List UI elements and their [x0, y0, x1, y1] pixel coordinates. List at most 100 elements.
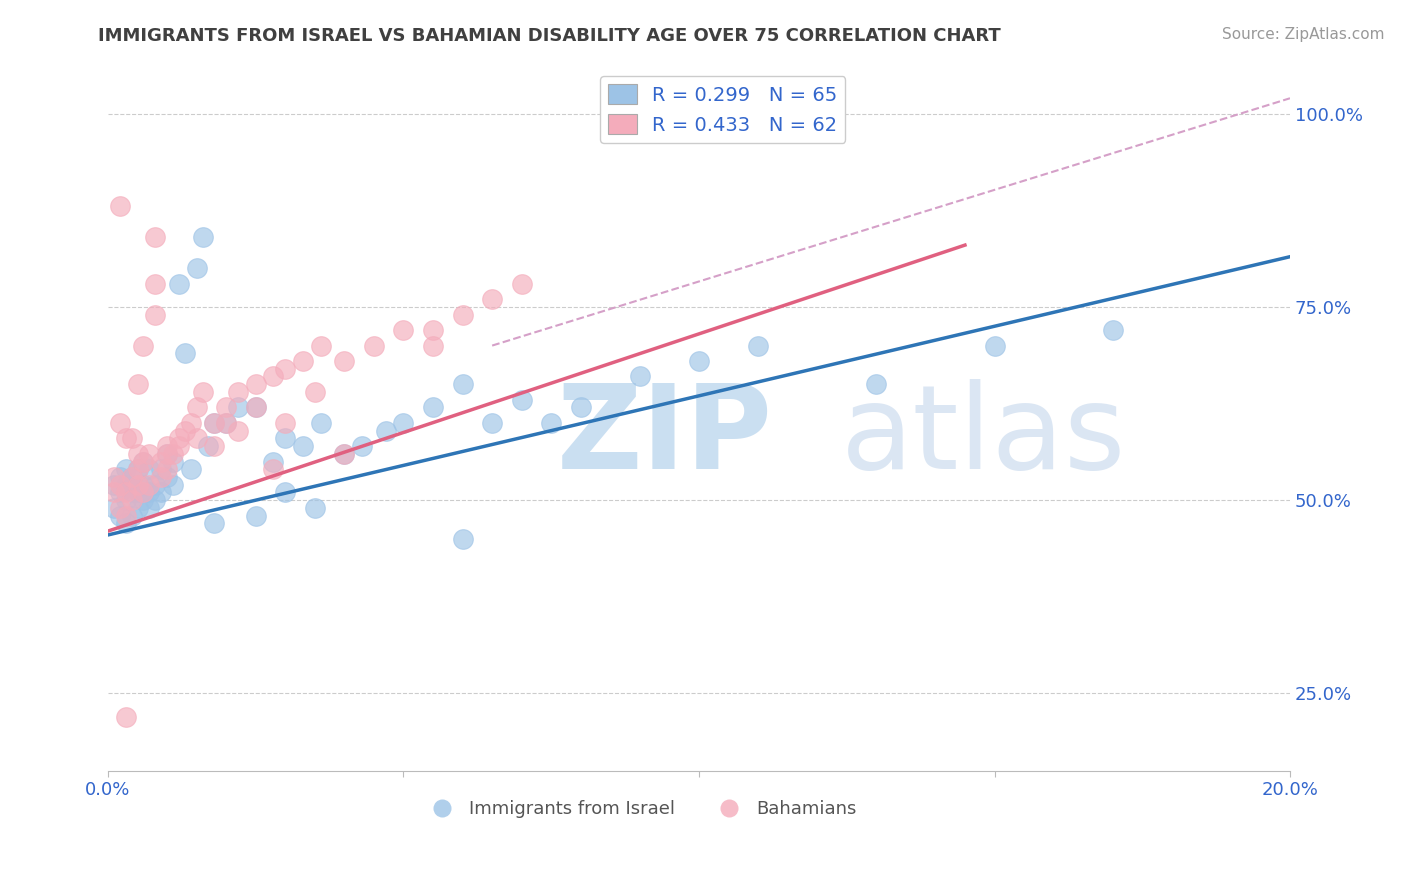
Point — [121, 485, 143, 500]
Point — [226, 384, 249, 399]
Point — [628, 369, 651, 384]
Point — [186, 431, 208, 445]
Point — [127, 485, 149, 500]
Point — [245, 377, 267, 392]
Point — [197, 439, 219, 453]
Point — [180, 416, 202, 430]
Point — [215, 401, 238, 415]
Point — [121, 470, 143, 484]
Point — [186, 261, 208, 276]
Point — [114, 493, 136, 508]
Point — [374, 424, 396, 438]
Point — [143, 277, 166, 291]
Text: ZIP: ZIP — [557, 379, 773, 494]
Point — [510, 392, 533, 407]
Point — [150, 454, 173, 468]
Point — [263, 454, 285, 468]
Point — [103, 470, 125, 484]
Point — [245, 401, 267, 415]
Point — [304, 384, 326, 399]
Point — [121, 431, 143, 445]
Point — [127, 500, 149, 515]
Point — [138, 462, 160, 476]
Point — [333, 354, 356, 368]
Point — [1101, 323, 1123, 337]
Point — [186, 401, 208, 415]
Point — [173, 424, 195, 438]
Point — [688, 354, 710, 368]
Point — [114, 516, 136, 531]
Point — [114, 709, 136, 723]
Point — [309, 416, 332, 430]
Point — [108, 485, 131, 500]
Point — [510, 277, 533, 291]
Point — [108, 508, 131, 523]
Point — [215, 416, 238, 430]
Point — [292, 354, 315, 368]
Point — [108, 477, 131, 491]
Point — [352, 439, 374, 453]
Point — [132, 477, 155, 491]
Point — [127, 477, 149, 491]
Point — [108, 199, 131, 213]
Point — [114, 462, 136, 476]
Point — [132, 454, 155, 468]
Point — [143, 230, 166, 244]
Point — [150, 470, 173, 484]
Point — [226, 401, 249, 415]
Point — [103, 485, 125, 500]
Point — [333, 447, 356, 461]
Point — [747, 338, 769, 352]
Point — [202, 416, 225, 430]
Point — [127, 462, 149, 476]
Point — [540, 416, 562, 430]
Point — [143, 477, 166, 491]
Point — [132, 454, 155, 468]
Point — [263, 462, 285, 476]
Text: IMMIGRANTS FROM ISRAEL VS BAHAMIAN DISABILITY AGE OVER 75 CORRELATION CHART: IMMIGRANTS FROM ISRAEL VS BAHAMIAN DISAB… — [98, 27, 1001, 45]
Point — [363, 338, 385, 352]
Point — [202, 439, 225, 453]
Point — [121, 470, 143, 484]
Point — [392, 323, 415, 337]
Point — [114, 477, 136, 491]
Point — [309, 338, 332, 352]
Point — [150, 485, 173, 500]
Point — [191, 230, 214, 244]
Point — [143, 493, 166, 508]
Point — [245, 401, 267, 415]
Point — [167, 431, 190, 445]
Point — [481, 292, 503, 306]
Point — [121, 508, 143, 523]
Point — [132, 485, 155, 500]
Point — [138, 477, 160, 491]
Point — [162, 447, 184, 461]
Point — [173, 346, 195, 360]
Point — [114, 431, 136, 445]
Point — [108, 416, 131, 430]
Point — [114, 508, 136, 523]
Point — [108, 470, 131, 484]
Point — [451, 532, 474, 546]
Point — [274, 485, 297, 500]
Point — [202, 416, 225, 430]
Point — [215, 416, 238, 430]
Point — [983, 338, 1005, 352]
Point — [121, 493, 143, 508]
Point — [865, 377, 887, 392]
Point — [481, 416, 503, 430]
Point — [167, 277, 190, 291]
Point — [138, 447, 160, 461]
Point — [143, 308, 166, 322]
Point — [451, 377, 474, 392]
Point — [274, 361, 297, 376]
Point — [162, 454, 184, 468]
Point — [202, 516, 225, 531]
Point — [156, 462, 179, 476]
Point — [569, 401, 592, 415]
Point — [274, 416, 297, 430]
Point — [132, 338, 155, 352]
Point — [127, 477, 149, 491]
Point — [103, 500, 125, 515]
Point — [108, 500, 131, 515]
